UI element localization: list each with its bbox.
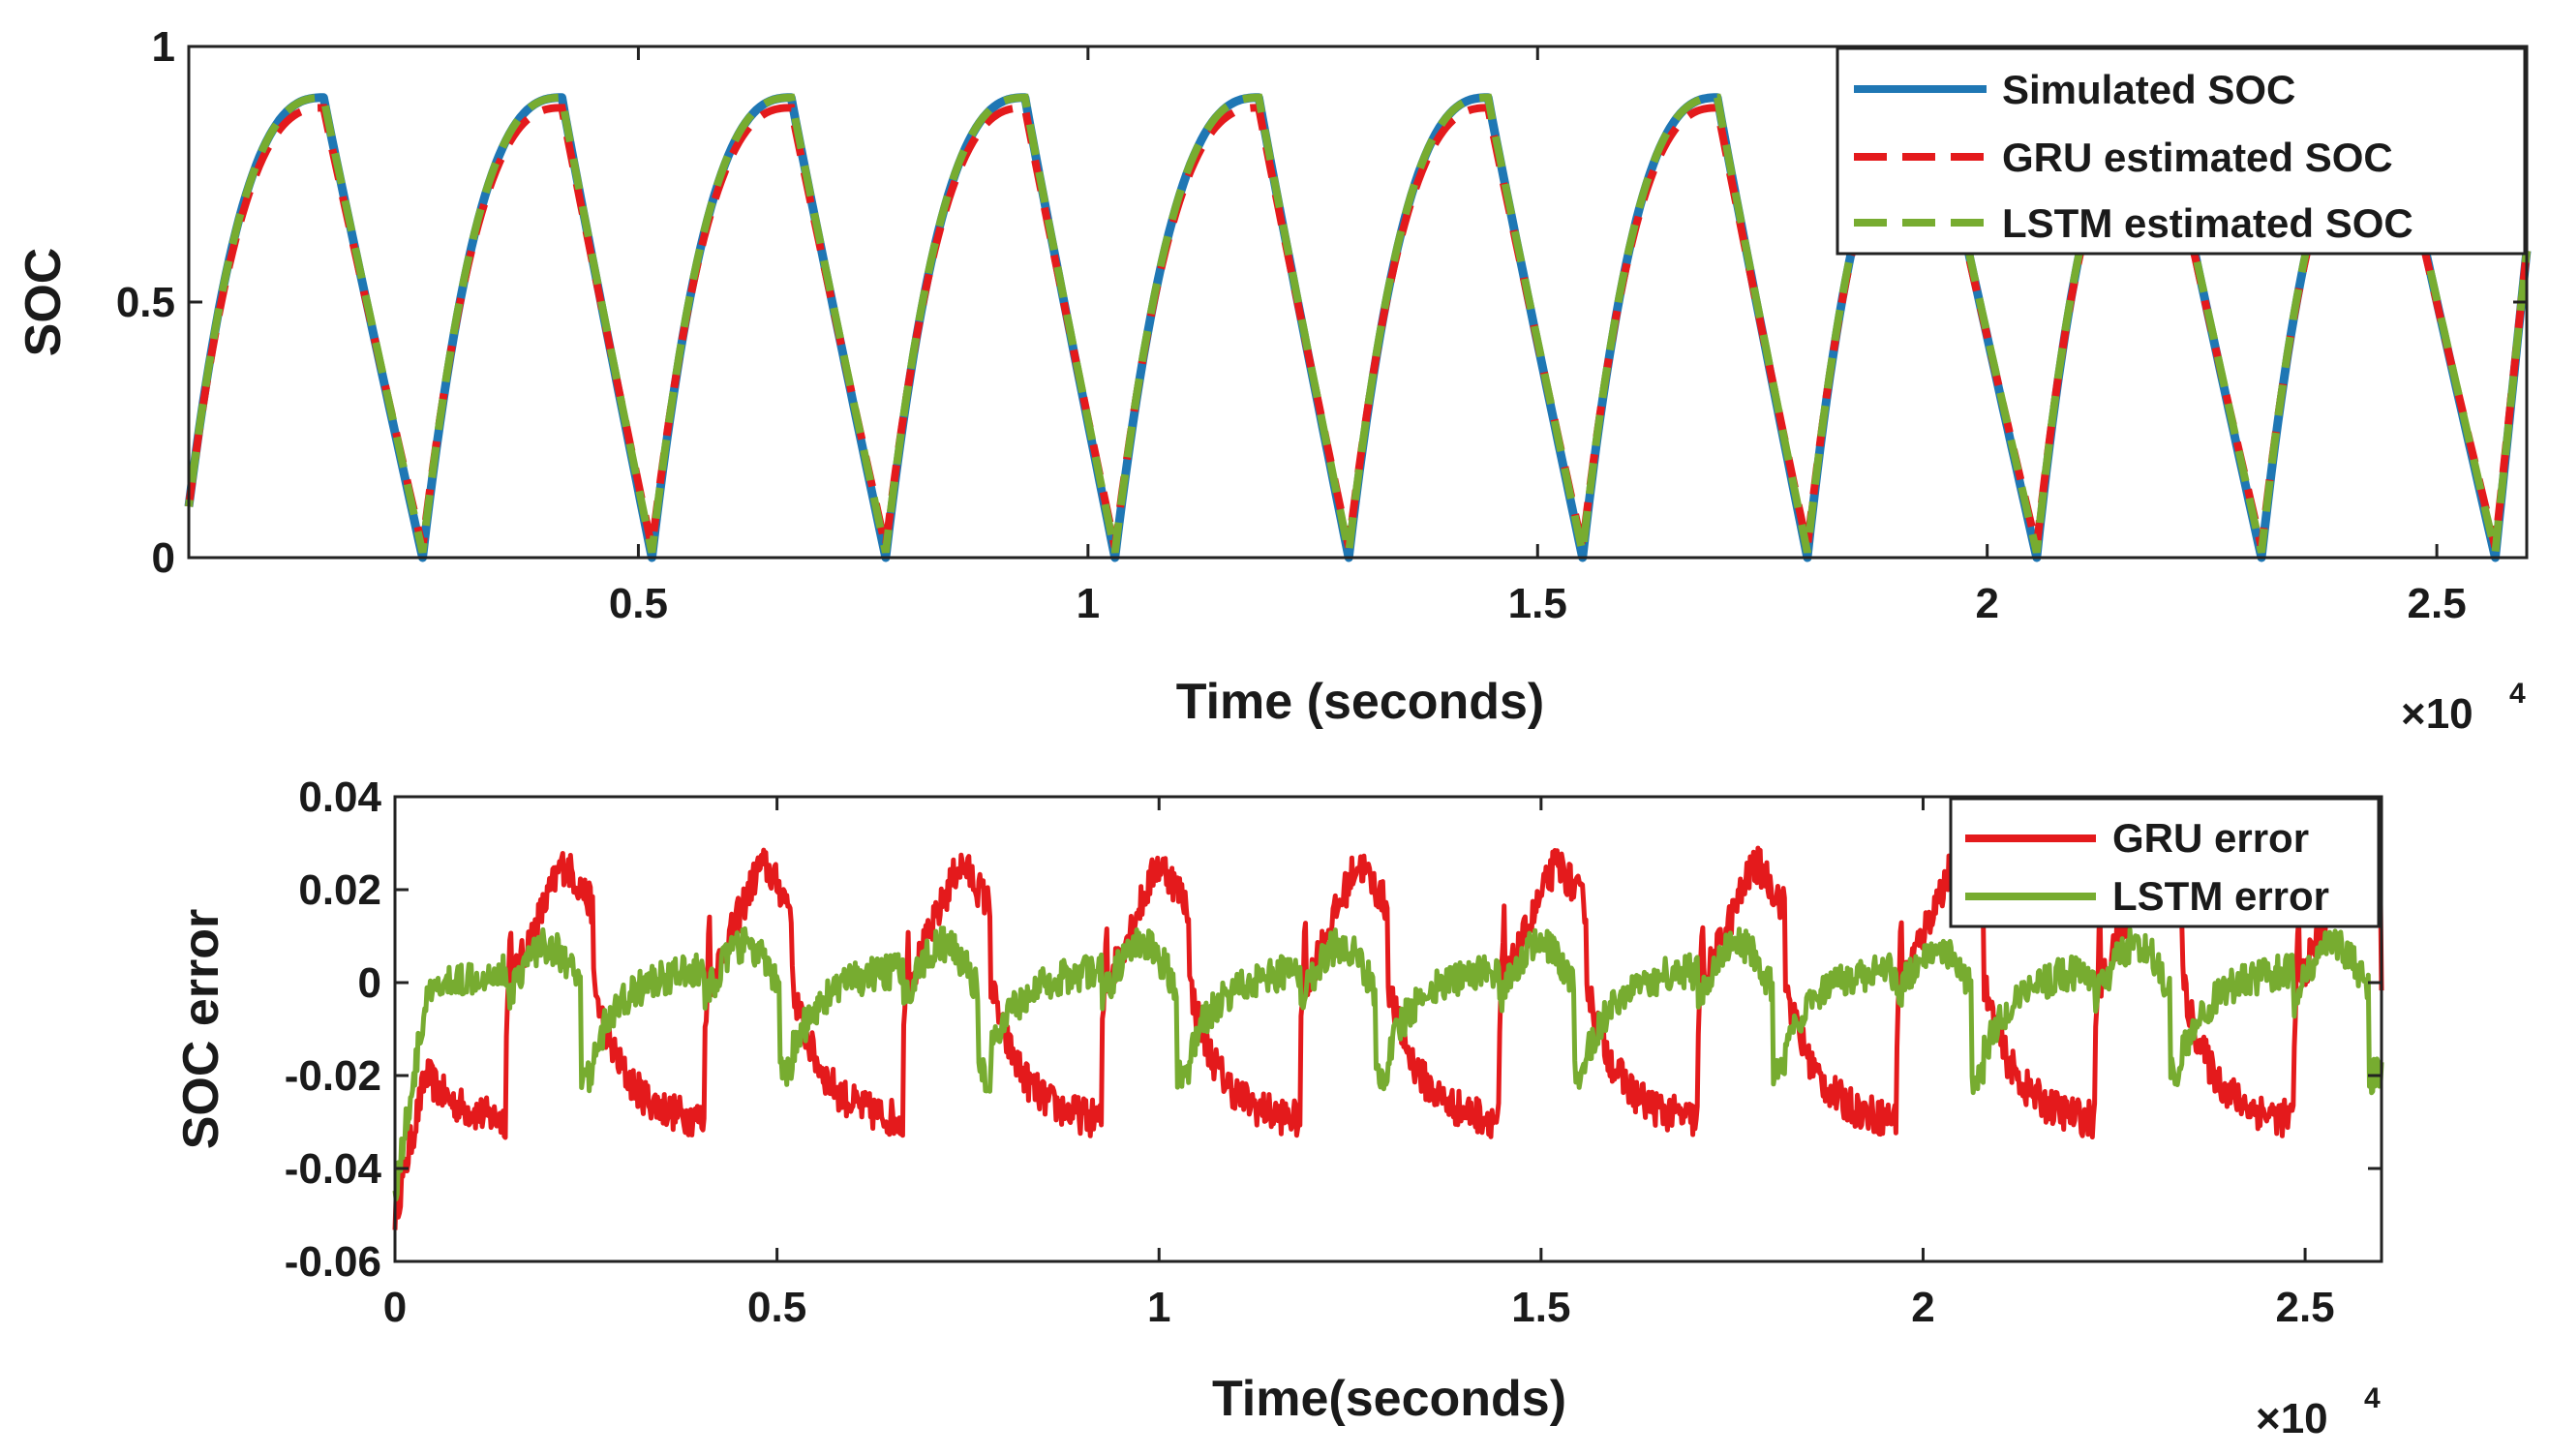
error-x-multiplier-exponent: 4 <box>2364 1382 2381 1414</box>
soc-legend-label-simulated: Simulated SOC <box>2002 67 2295 112</box>
error-xtick-label: 0 <box>383 1284 407 1331</box>
soc-x-axis-label: Time (seconds) <box>1176 674 1544 730</box>
error-x-multiplier: ×10 4 <box>2256 1382 2381 1442</box>
error-plot-frame <box>393 795 2383 1263</box>
soc-x-multiplier: ×10 4 <box>2401 678 2526 738</box>
soc-xtick-label: 0.5 <box>609 580 668 627</box>
soc-xtick-label: 1 <box>1077 580 1100 627</box>
soc-x-multiplier-base: ×10 <box>2401 690 2473 738</box>
error-ytick-label: -0.06 <box>285 1238 381 1286</box>
error-ytick-label: -0.02 <box>285 1052 381 1100</box>
error-series-group <box>392 845 2384 1230</box>
error-ytick-label: 0 <box>358 959 381 1007</box>
error-xtick-label: 2.5 <box>2275 1284 2334 1331</box>
error-x-ticks: 0 0.5 1 1.5 2 2.5 <box>383 797 2335 1331</box>
soc-xtick-label: 2 <box>1975 580 1998 627</box>
soc-line-lstm <box>185 93 2531 554</box>
error-chart: -0.06 -0.04 -0.02 0 0.02 0.04 0 0.5 1 1.5 2 2.5 SO… <box>173 774 2384 1442</box>
soc-y-ticks: 00.51 <box>116 23 2527 582</box>
error-x-axis-label: Time(seconds) <box>1212 1371 1566 1427</box>
soc-legend-label-gru: GRU estimated SOC <box>2002 135 2393 180</box>
soc-ytick-label: 1 <box>152 23 175 71</box>
error-legend: GRU error LSTM error <box>1949 797 2381 928</box>
error-xtick-label: 1 <box>1147 1284 1170 1331</box>
soc-chart: 00.51 0.5 1 1.5 2 2.5 SOC Time (seconds) ×10… <box>15 23 2532 738</box>
soc-y-axis-label: SOC <box>15 248 72 357</box>
soc-ytick-label: 0 <box>152 534 175 582</box>
error-xtick-label: 0.5 <box>747 1284 806 1331</box>
error-legend-label-lstm: LSTM error <box>2112 873 2329 919</box>
error-ytick-label: -0.04 <box>285 1145 382 1193</box>
soc-xtick-label: 1.5 <box>1508 580 1567 627</box>
error-legend-label-gru: GRU error <box>2112 815 2309 861</box>
soc-ytick-label: 0.5 <box>116 279 175 326</box>
soc-xtick-label: 2.5 <box>2408 580 2467 627</box>
error-x-multiplier-base: ×10 <box>2256 1395 2328 1442</box>
soc-x-multiplier-exponent: 4 <box>2509 678 2526 710</box>
error-y-ticks: -0.06 -0.04 -0.02 0 0.02 0.04 <box>285 774 2382 1286</box>
soc-legend-label-lstm: LSTM estimated SOC <box>2002 200 2413 246</box>
error-xtick-label: 1.5 <box>1511 1284 1570 1331</box>
error-xtick-label: 2 <box>1911 1284 1934 1331</box>
soc-x-ticks: 0.5 1 1.5 2 2.5 <box>609 46 2467 627</box>
error-line-lstm <box>392 925 2384 1201</box>
error-ytick-label: 0.02 <box>298 866 381 914</box>
soc-legend: Simulated SOC GRU estimated SOC LSTM est… <box>1836 46 2527 256</box>
error-ytick-label: 0.04 <box>298 774 381 821</box>
error-y-axis-label: SOC error <box>173 909 229 1150</box>
error-legend-box <box>1949 797 2381 928</box>
